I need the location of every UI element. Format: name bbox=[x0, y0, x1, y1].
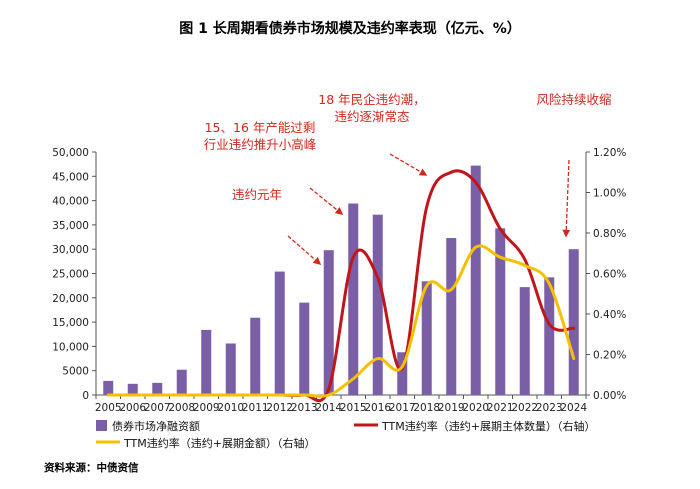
right-axis-tick-label: 1.20% bbox=[593, 147, 626, 159]
x-axis-tick-label: 2007 bbox=[144, 402, 171, 414]
bar-2007 bbox=[152, 382, 163, 395]
right-axis-tick-label: 0.00% bbox=[593, 390, 626, 402]
x-axis-tick-label: 2019 bbox=[438, 402, 465, 414]
yellow-default-rate-line bbox=[106, 244, 576, 398]
arrow-to-2014 bbox=[287, 235, 322, 266]
left-axis-tick-label: 10,000 bbox=[52, 341, 89, 353]
x-axis-tick-label: 2023 bbox=[536, 402, 563, 414]
bar-2022 bbox=[519, 287, 530, 395]
legend-red-label: TTM违约率（违约+展期主体数量）（右轴） bbox=[381, 419, 595, 433]
x-axis-tick-label: 2011 bbox=[242, 402, 269, 414]
annotation-private-default-wave: 18 年民企违约潮，违约逐渐常态 bbox=[318, 92, 425, 124]
arrow-to-2015 bbox=[309, 187, 344, 215]
right-axis-tick-label: 0.60% bbox=[593, 269, 626, 281]
x-axis-tick-label: 2022 bbox=[511, 402, 538, 414]
x-axis-tick-label: 2010 bbox=[217, 402, 244, 414]
left-axis-tick-label: 35,000 bbox=[52, 220, 89, 232]
x-axis-tick-label: 2016 bbox=[364, 402, 391, 414]
left-axis-tick-label: 50,000 bbox=[52, 147, 89, 159]
x-axis-tick-label: 2015 bbox=[340, 402, 367, 414]
arrow-to-2023 bbox=[562, 159, 571, 238]
x-axis-tick-label: 2008 bbox=[168, 402, 195, 414]
right-axis-tick-label: 0.20% bbox=[593, 350, 626, 362]
annotation-default-first-year: 违约元年 bbox=[232, 187, 282, 202]
source-note: 资料来源：中债资信 bbox=[44, 462, 139, 474]
x-axis-tick-label: 2024 bbox=[560, 402, 587, 414]
left-axis-tick-label: 40,000 bbox=[52, 196, 89, 208]
bar-2017 bbox=[397, 352, 408, 395]
left-axis-tick-label: 0 bbox=[82, 390, 89, 402]
x-axis-tick-label: 2017 bbox=[389, 402, 416, 414]
bar-2008 bbox=[176, 369, 187, 395]
bar-2015 bbox=[348, 203, 359, 395]
x-axis-tick-label: 2014 bbox=[315, 402, 342, 414]
legend-bar-label: 债券市场净融资额 bbox=[112, 419, 200, 433]
x-axis-tick-label: 2013 bbox=[291, 402, 318, 414]
right-axis-tick-label: 0.40% bbox=[593, 309, 626, 321]
left-axis-tick-label: 5000 bbox=[62, 366, 89, 378]
legend: 债券市场净融资额 TTM违约率（违约+展期主体数量）（右轴） TTM违约率（违约+展… bbox=[96, 419, 595, 450]
bar-series bbox=[103, 165, 579, 395]
right-axis-tick-label: 0.80% bbox=[593, 228, 626, 240]
bar-2023 bbox=[544, 277, 555, 395]
left-axis-tick-label: 45,000 bbox=[52, 171, 89, 183]
bar-2024 bbox=[568, 249, 579, 395]
bar-2018 bbox=[421, 281, 432, 395]
left-axis-tick-label: 30,000 bbox=[52, 244, 89, 256]
chart-title: 图 1 长周期看债券市场规模及违约率表现（亿元、%） bbox=[179, 21, 521, 37]
axes: 0 5000 10,000 15,000 20,000 25,000 30,000 35,00… bbox=[52, 147, 626, 414]
bar-2019 bbox=[446, 238, 457, 395]
x-axis-tick-label: 2012 bbox=[266, 402, 293, 414]
x-axis-tick-label: 2020 bbox=[462, 402, 489, 414]
annotation-overcapacity-peak: 15、16 年产能过剩行业违约推升小高峰 bbox=[204, 120, 317, 152]
bar-2013 bbox=[299, 302, 310, 395]
bar-2009 bbox=[201, 329, 212, 395]
bar-2014 bbox=[323, 250, 334, 395]
x-axis-tick-label: 2018 bbox=[413, 402, 440, 414]
left-axis-tick-label: 25,000 bbox=[52, 269, 89, 281]
x-axis-tick-label: 2009 bbox=[193, 402, 220, 414]
x-axis-tick-label: 2021 bbox=[487, 402, 514, 414]
annotation-risk-shrinking: 风险持续收缩 bbox=[536, 92, 611, 107]
left-axis-tick-label: 20,000 bbox=[52, 293, 89, 305]
bar-2020 bbox=[470, 165, 481, 395]
x-axis-tick-label: 2006 bbox=[119, 402, 146, 414]
x-axis-tick-label: 2005 bbox=[95, 402, 122, 414]
bar-2012 bbox=[274, 271, 285, 395]
bar-2016 bbox=[372, 214, 383, 395]
bar-2005 bbox=[103, 380, 114, 395]
bar-2021 bbox=[495, 228, 506, 395]
right-axis-tick-label: 1.00% bbox=[593, 188, 626, 200]
bar-2006 bbox=[127, 383, 138, 395]
bar-2011 bbox=[250, 317, 261, 395]
arrow-to-2018 bbox=[389, 153, 428, 176]
left-axis-tick-label: 15,000 bbox=[52, 317, 89, 329]
legend-bar-swatch bbox=[96, 420, 107, 431]
bar-2010 bbox=[225, 343, 236, 395]
line-series bbox=[106, 169, 576, 403]
legend-yellow-label: TTM违约率（违约+展期金额）（右轴） bbox=[123, 436, 315, 450]
